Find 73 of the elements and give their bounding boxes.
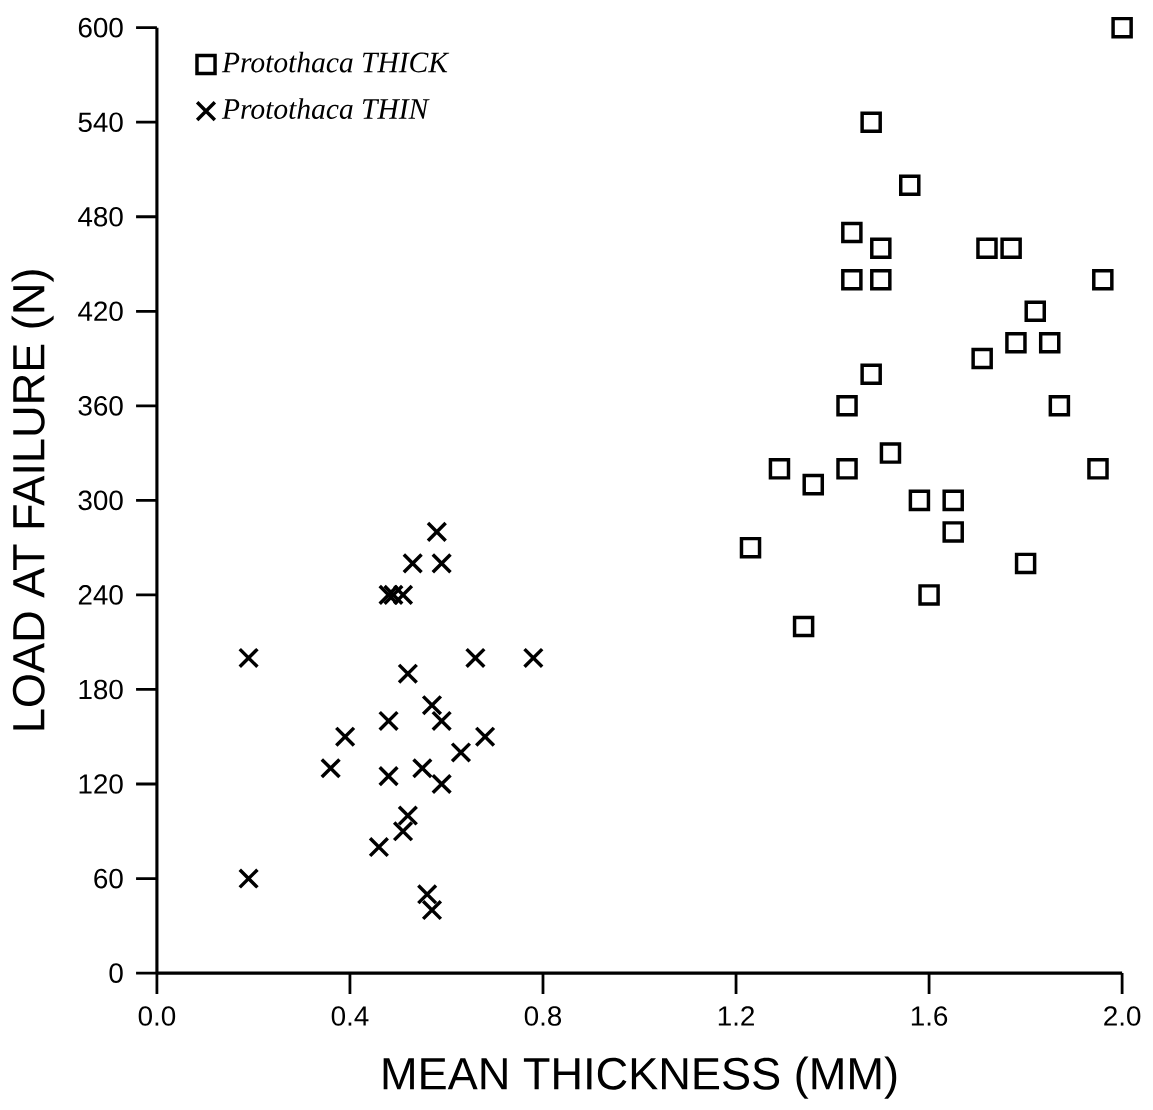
- legend-label: Protothaca THIN: [221, 98, 430, 119]
- point: [971, 347, 993, 370]
- point: [1087, 457, 1109, 480]
- point: [368, 836, 390, 858]
- point: [1048, 394, 1071, 417]
- point: [942, 489, 964, 512]
- point: [1024, 300, 1047, 322]
- point: [739, 536, 762, 559]
- point: [392, 820, 414, 842]
- y-tick-label: 300: [78, 490, 123, 511]
- point: [450, 741, 472, 763]
- point: [464, 647, 486, 669]
- point: [426, 521, 448, 543]
- point: [397, 663, 419, 685]
- y-tick-label: 180: [79, 679, 123, 700]
- point: [1005, 331, 1027, 354]
- point: [768, 457, 791, 480]
- point: [836, 457, 858, 480]
- y-tick-label: 60: [94, 868, 123, 889]
- point: [918, 584, 940, 606]
- point: [397, 804, 419, 826]
- point: [377, 710, 400, 732]
- point: [421, 899, 443, 921]
- y-tick-label: 480: [78, 206, 123, 227]
- y-tick-label: 420: [78, 301, 123, 321]
- x-tick-label: 0.0: [138, 1006, 176, 1026]
- point: [411, 757, 433, 779]
- x-tick-label: 2.0: [1104, 1006, 1141, 1026]
- point: [1000, 237, 1022, 259]
- point: [908, 489, 931, 512]
- y-tick-label: 600: [78, 17, 123, 38]
- point: [870, 237, 892, 259]
- point: [870, 268, 892, 291]
- x-tick-label: 1.2: [718, 1006, 754, 1026]
- point: [402, 552, 424, 574]
- point: [474, 726, 496, 748]
- y-tick-label: 120: [79, 774, 123, 794]
- point: [431, 773, 453, 795]
- point: [416, 883, 438, 905]
- y-axis-title: LOAD AT FAILURE (N): [11, 270, 54, 730]
- point: [942, 521, 964, 543]
- legend-label: Protothaca THICK: [221, 51, 450, 73]
- x-axis-title: MEAN THICKNESS (MM): [383, 1056, 897, 1099]
- point: [522, 647, 544, 669]
- x-tick-label: 0.8: [524, 1006, 562, 1026]
- point: [841, 268, 863, 291]
- x-tick-label: 0.4: [331, 1006, 369, 1026]
- point: [1111, 16, 1133, 39]
- point: [802, 473, 825, 496]
- y-tick-label: 240: [78, 584, 123, 605]
- point: [860, 111, 882, 133]
- point: [377, 765, 400, 787]
- point: [836, 394, 858, 417]
- point: [238, 867, 260, 889]
- y-tick-label: 0: [109, 963, 123, 983]
- point: [1038, 331, 1061, 354]
- point: [421, 694, 443, 716]
- point: [320, 757, 342, 779]
- point: [841, 221, 863, 244]
- point: [334, 726, 356, 748]
- point: [1092, 268, 1114, 291]
- point: [860, 363, 882, 385]
- point: [431, 552, 453, 574]
- point: [899, 174, 921, 196]
- y-tick-label: 540: [78, 112, 123, 132]
- x-tick-label: 1.6: [911, 1006, 948, 1026]
- point: [792, 615, 815, 638]
- point: [431, 710, 453, 732]
- y-tick-label: 360: [78, 395, 123, 416]
- point: [879, 442, 902, 464]
- point: [976, 237, 998, 259]
- point: [238, 647, 260, 669]
- point: [1014, 552, 1037, 575]
